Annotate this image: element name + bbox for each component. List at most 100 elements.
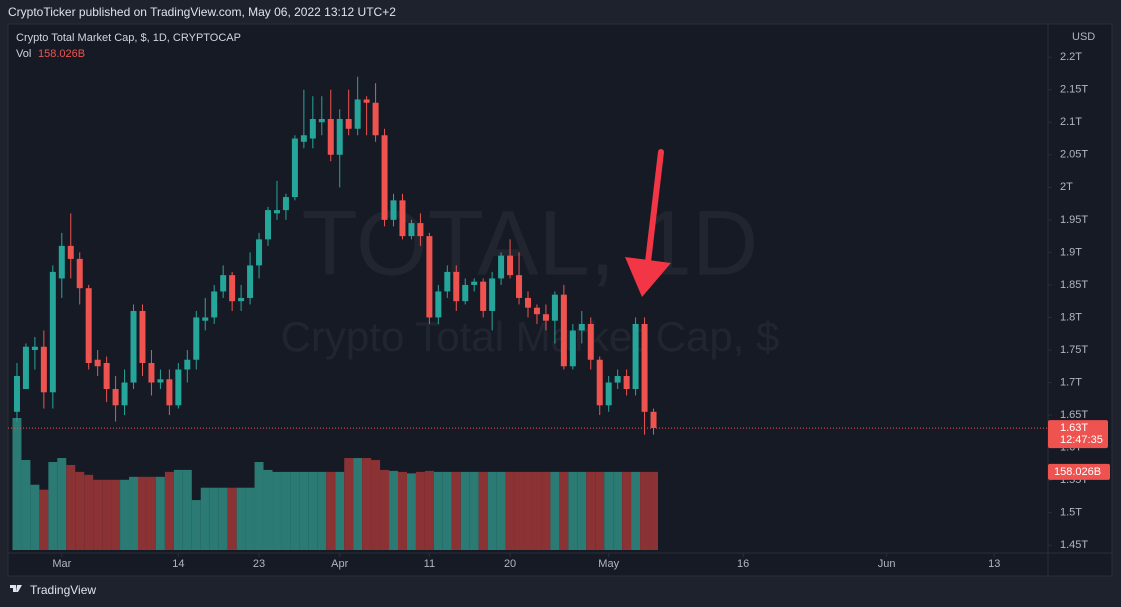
candle-body (426, 236, 433, 318)
volume-bar (218, 487, 228, 550)
candle-body (31, 346, 38, 350)
candle-body (516, 275, 523, 298)
volume-bar (586, 471, 596, 550)
candle-body (542, 314, 549, 321)
candle-body (94, 359, 101, 367)
volume-bar (559, 471, 569, 550)
volume-bar (451, 471, 461, 550)
volume-bar (93, 479, 103, 550)
volume-bar (263, 469, 273, 550)
watermark: TOTAL, 1D (302, 192, 759, 294)
candle-body (390, 200, 397, 220)
candle-body (76, 258, 83, 289)
candle-body (309, 118, 316, 139)
plot: 1.45T1.5T1.55T1.6T1.65T1.7T1.75T1.8T1.85… (12, 51, 1088, 570)
candle-body (112, 389, 119, 406)
volume-bar (290, 471, 300, 550)
volume-bar (442, 471, 452, 550)
candle-body (372, 102, 379, 136)
y-tick-label: 1.45T (1060, 539, 1088, 551)
candle-body (462, 284, 469, 302)
candle-body (480, 281, 487, 311)
candle-body (489, 278, 496, 311)
candle-body (175, 369, 182, 406)
volume-bar (344, 458, 354, 550)
candle-body (507, 255, 514, 276)
volume-bar (155, 476, 165, 550)
volume-bar (209, 487, 219, 550)
volume-bar (424, 470, 434, 550)
volume-bar (164, 471, 174, 550)
candle-body (533, 307, 540, 315)
volume-bar (541, 471, 551, 550)
volume-bar (389, 470, 398, 550)
candle-body (265, 210, 271, 240)
candle-body (40, 346, 47, 393)
y-tick-label: 1.85T (1060, 279, 1088, 291)
candle-body (49, 271, 56, 393)
y-tick-label: 2T (1060, 181, 1073, 193)
volume-bar (469, 471, 479, 550)
currency-label: USD (1072, 31, 1095, 43)
publish-header: CryptoTicker published on TradingView.co… (8, 5, 396, 19)
candle-body (67, 245, 74, 259)
volume-bar (613, 471, 623, 550)
candle-body (623, 376, 630, 390)
x-tick-label: 13 (988, 558, 1000, 570)
volume-bar (75, 471, 85, 550)
candle-body (193, 317, 200, 360)
volume-bar (380, 469, 390, 550)
volume-bar (66, 464, 76, 550)
volume-bar (30, 484, 40, 550)
volume-bar (505, 471, 515, 550)
candle-body (121, 382, 128, 406)
annotation-arrow (625, 149, 671, 297)
candle-body (578, 323, 585, 331)
candle-body (220, 275, 227, 292)
volume-bar (299, 471, 309, 550)
volume-bar (532, 471, 542, 550)
volume-bar (200, 487, 210, 550)
candle-body (247, 265, 254, 298)
volume-bar (146, 476, 156, 550)
candle-body (256, 239, 263, 266)
logo (10, 585, 22, 592)
volume-bar (640, 471, 650, 550)
x-tick-label: 14 (172, 558, 184, 570)
volume-bar (308, 471, 318, 550)
volume-bar (21, 460, 31, 550)
candle-body (229, 275, 236, 302)
candle-body (85, 288, 92, 364)
volume-legend-value: 158.026B (38, 48, 85, 60)
y-tick-label: 1.95T (1060, 214, 1088, 226)
candle-body (587, 323, 594, 360)
candle-body (650, 411, 657, 429)
volume-bar (281, 471, 291, 550)
candle-body (157, 379, 164, 383)
chart-title: Crypto Total Market Cap, $, 1D, CRYPTOCA… (16, 32, 241, 44)
candle-body (166, 379, 173, 406)
x-tick-label: 20 (504, 558, 516, 570)
volume-bar (398, 471, 407, 550)
volume-bar (326, 471, 336, 550)
candle-body (471, 281, 478, 285)
volume-bar (335, 471, 345, 550)
volume-bar (460, 471, 470, 550)
candle-body (184, 359, 191, 370)
volume-bar (550, 471, 560, 550)
y-tick-label: 1.9T (1060, 246, 1082, 258)
volume-bar (487, 471, 497, 550)
volume-bar (191, 500, 201, 550)
y-tick-label: 1.65T (1060, 409, 1088, 421)
x-tick-label: 23 (253, 558, 265, 570)
volume-bar (111, 479, 121, 550)
candle-body (58, 245, 65, 279)
candle-body (300, 135, 307, 142)
volume-bar (496, 471, 506, 550)
candle-body (632, 323, 639, 390)
candle-body (363, 99, 370, 103)
candle-body (399, 200, 406, 237)
countdown-label: 12:47:35 (1060, 434, 1103, 446)
volume-bar (48, 462, 58, 550)
